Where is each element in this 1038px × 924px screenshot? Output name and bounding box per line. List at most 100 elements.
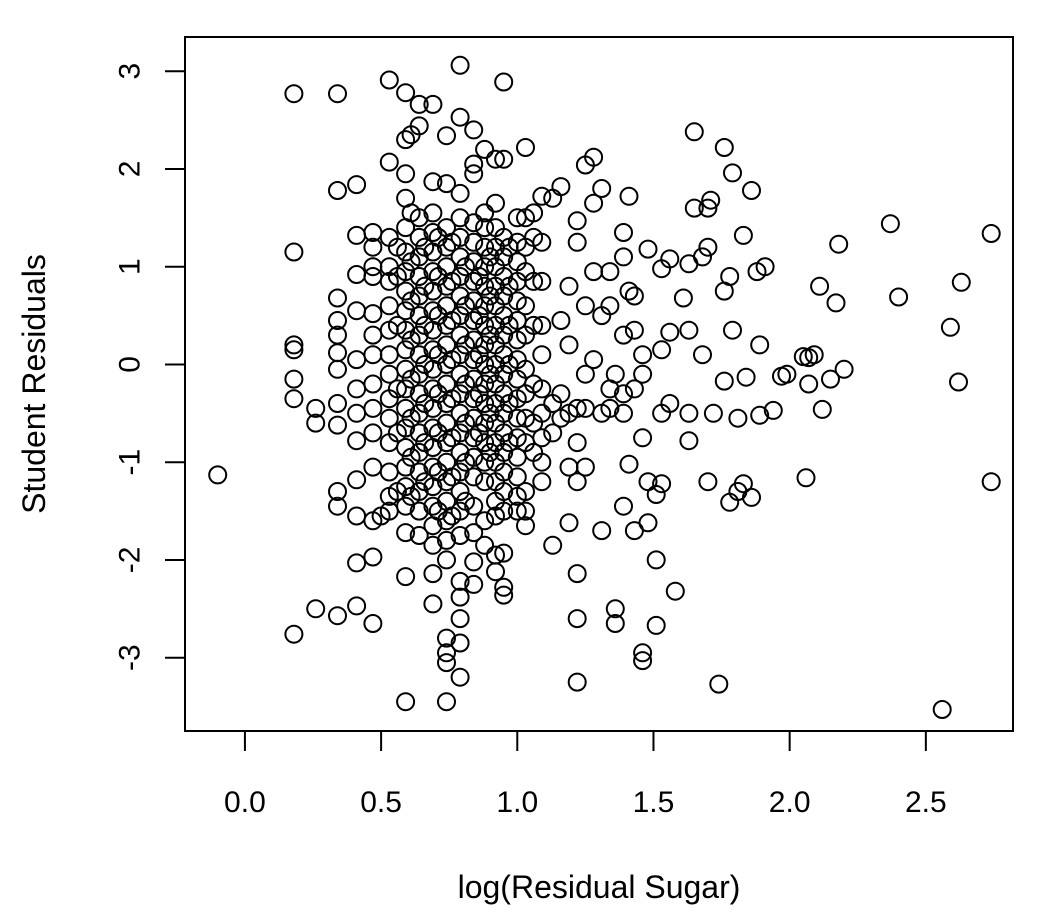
y-tick-label: -1 <box>114 449 147 476</box>
data-point <box>409 94 429 114</box>
data-point <box>614 247 633 267</box>
data-point <box>306 599 326 619</box>
data-point <box>475 511 495 531</box>
data-point <box>328 311 347 330</box>
data-point <box>396 457 416 477</box>
data-point <box>709 674 729 694</box>
data-point <box>409 501 429 521</box>
data-point <box>409 286 429 306</box>
data-point <box>437 653 456 673</box>
data-point <box>409 384 429 404</box>
data-point <box>437 550 456 570</box>
data-point <box>736 367 756 387</box>
data-point <box>600 296 620 316</box>
data-point <box>363 614 383 633</box>
data-point <box>624 320 644 340</box>
data-point <box>720 492 740 512</box>
data-point <box>464 496 484 516</box>
y-tick-label: 0 <box>114 356 147 373</box>
data-point <box>693 345 712 365</box>
data-point <box>284 340 304 360</box>
data-point <box>567 564 587 584</box>
data-point <box>363 398 383 418</box>
data-point <box>409 526 429 545</box>
data-point <box>437 237 456 257</box>
data-point <box>208 465 228 485</box>
data-point <box>396 438 416 457</box>
data-point <box>698 472 718 492</box>
data-point <box>437 355 456 374</box>
data-point <box>614 384 633 404</box>
data-point <box>567 398 587 418</box>
data-point <box>475 374 495 394</box>
data-point <box>742 181 761 200</box>
data-point <box>575 296 595 316</box>
data-point <box>575 457 595 477</box>
data-point <box>584 193 604 213</box>
data-point <box>437 394 456 413</box>
data-point <box>551 311 571 330</box>
data-point <box>796 468 816 488</box>
data-point <box>284 84 304 104</box>
data-point <box>684 122 704 142</box>
data-point <box>450 587 470 607</box>
data-point <box>396 242 416 262</box>
data-point <box>469 384 489 404</box>
data-point <box>396 567 416 587</box>
data-point <box>777 364 797 384</box>
data-point <box>464 164 484 184</box>
data-point <box>437 628 456 648</box>
data-point <box>437 433 456 453</box>
data-point <box>409 364 429 384</box>
data-point <box>475 472 495 492</box>
data-point <box>600 398 620 418</box>
data-point <box>532 428 552 448</box>
plot-frame <box>184 36 1014 732</box>
data-point <box>437 315 456 335</box>
x-tick-label: 1.0 <box>496 786 538 819</box>
data-point <box>614 496 633 516</box>
data-point <box>880 214 900 234</box>
data-point <box>396 301 416 321</box>
data-point <box>480 403 500 423</box>
data-point <box>363 345 383 365</box>
data-point <box>494 227 514 247</box>
data-point <box>750 405 770 425</box>
data-point <box>829 234 849 254</box>
data-point <box>646 615 666 635</box>
data-point <box>567 232 587 252</box>
data-point <box>347 175 367 195</box>
data-point <box>464 311 484 330</box>
data-point <box>475 203 495 223</box>
data-point <box>480 364 500 384</box>
data-point <box>494 247 514 267</box>
data-point <box>396 164 416 184</box>
data-point <box>347 506 367 526</box>
data-point <box>409 423 429 443</box>
data-point <box>494 286 514 306</box>
data-point <box>486 149 505 169</box>
data-point <box>475 139 495 159</box>
data-point <box>494 149 514 169</box>
x-tick-label: 0.5 <box>360 786 402 819</box>
data-point <box>379 296 399 316</box>
data-point <box>306 413 326 433</box>
data-point <box>826 293 846 313</box>
data-point <box>464 232 484 252</box>
data-point <box>284 335 304 355</box>
data-point <box>932 700 952 719</box>
data-point <box>494 403 514 423</box>
data-point <box>475 413 495 433</box>
data-point <box>733 474 753 494</box>
data-point <box>693 247 712 267</box>
data-point <box>679 403 699 423</box>
data-point <box>728 408 748 428</box>
data-point <box>328 181 347 200</box>
data-point <box>328 482 347 501</box>
data-point <box>516 359 535 379</box>
data-point <box>450 183 470 203</box>
data-point <box>464 271 484 291</box>
data-point <box>679 320 699 340</box>
data-point <box>475 237 495 257</box>
